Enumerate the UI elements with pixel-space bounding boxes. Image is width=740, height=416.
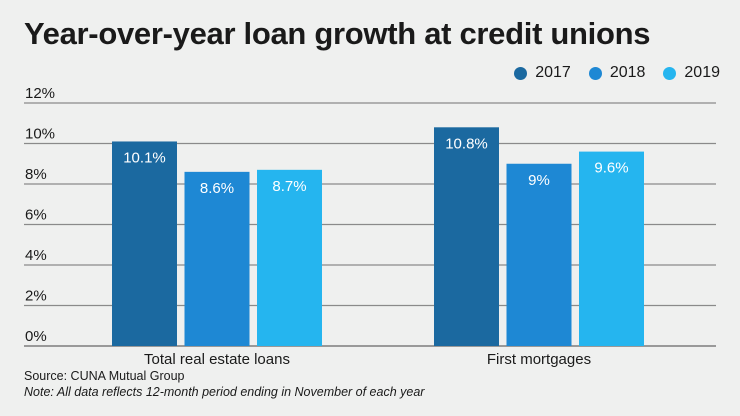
legend: 2017 2018 2019 xyxy=(514,64,720,82)
data-label: 10.1% xyxy=(123,149,166,166)
legend-item-2017: 2017 xyxy=(514,64,571,82)
legend-swatch xyxy=(588,66,602,80)
y-tick-label: 12% xyxy=(25,85,55,102)
y-tick-label: 8% xyxy=(25,166,47,183)
bar-2019-0 xyxy=(257,169,322,346)
bar-2017-1 xyxy=(434,127,499,346)
legend-label: 2017 xyxy=(535,64,571,81)
legend-item-2018: 2018 xyxy=(588,64,646,82)
legend-swatch xyxy=(514,66,528,80)
chart-title: Year-over-year loan growth at credit uni… xyxy=(24,16,651,51)
bar-2019-1 xyxy=(579,151,644,346)
y-tick-label: 2% xyxy=(25,288,47,305)
x-tick-label: Total real estate loans xyxy=(144,351,290,368)
data-label: 10.8% xyxy=(445,135,488,152)
data-label: 8.7% xyxy=(272,178,306,195)
note-text: Note: All data reflects 12-month period … xyxy=(24,385,425,399)
data-label: 9% xyxy=(528,172,550,189)
legend-item-2019: 2019 xyxy=(663,64,720,82)
bar-2017-0 xyxy=(112,141,177,346)
data-label: 8.6% xyxy=(200,180,234,197)
data-label: 9.6% xyxy=(594,160,628,177)
y-tick-label: 10% xyxy=(25,126,55,143)
y-tick-label: 0% xyxy=(25,328,47,345)
legend-swatch xyxy=(663,66,677,80)
legend-label: 2018 xyxy=(609,64,646,81)
bar-2018-0 xyxy=(184,171,250,346)
y-tick-label: 6% xyxy=(25,207,47,224)
x-tick-label: First mortgages xyxy=(487,351,591,368)
y-tick-label: 4% xyxy=(25,247,47,264)
source-text: Source: CUNA Mutual Group xyxy=(24,369,185,383)
legend-label: 2019 xyxy=(684,64,720,81)
bar-2018-1 xyxy=(506,163,572,346)
